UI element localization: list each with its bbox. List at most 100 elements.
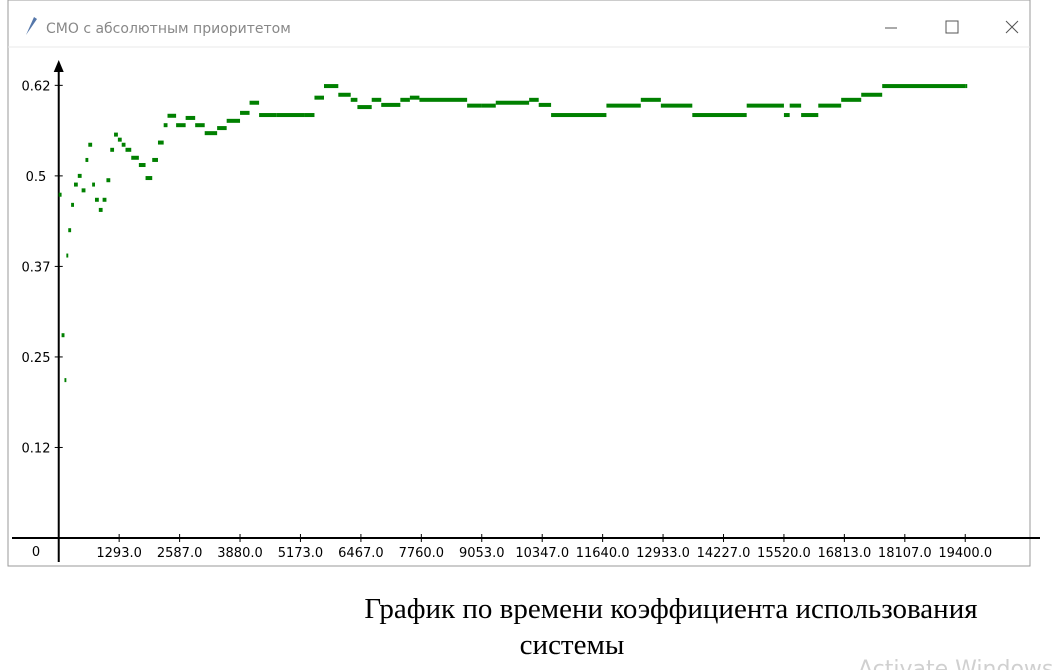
y-axis-arrow [53,60,64,72]
data-step [259,113,277,118]
data-step [114,132,118,137]
data-step [157,140,164,145]
data-step [81,188,86,193]
data-step [249,100,260,105]
data-step [304,113,315,118]
x-tick-label: 16813.0 [817,546,871,561]
data-step [117,137,122,142]
data-step [801,113,819,118]
x-tick-label: 6467.0 [338,546,384,561]
plot: 0 0.12 0.25 0.37 0.5 0.62 1293.0 2587.0 3880.0 51… [12,60,1040,562]
x-tick-label: 2587.0 [157,546,203,561]
data-step [88,142,93,147]
data-step [94,197,99,202]
data-step [240,110,250,115]
data-step [110,147,115,152]
y-tick-label: 0.62 [22,79,51,94]
x-tick-label: 3880.0 [217,546,263,561]
data-step [167,113,177,118]
data-step [131,155,139,160]
data-step [495,100,530,105]
window [7,0,1031,567]
data-step [381,102,401,107]
data-step [692,113,747,118]
y-tick-label: 0 [32,545,40,560]
data-step [61,333,65,338]
data-step [74,182,78,187]
x-tick-label: 15520.0 [757,546,811,561]
x-tick-label: 5173.0 [278,546,324,561]
data-step [965,84,968,89]
x-tick-label: 9053.0 [459,546,505,561]
data-step [841,97,862,102]
y-tick-label: 0.12 [22,441,51,456]
data-step [276,113,305,118]
data-step [371,97,382,102]
data-step [538,102,552,107]
data-step [350,97,358,102]
window-title: СМО с абсолютным приоритетом [46,21,291,37]
data-step [185,115,196,120]
data-step [409,95,420,100]
data-step [125,147,132,152]
data-step [98,207,103,212]
x-tick-label: 7760.0 [399,546,445,561]
data-step [163,123,168,128]
y-tick-label: 0.5 [26,170,47,185]
data-step [606,103,641,108]
data-step [789,103,802,108]
data-step [783,113,790,118]
data-step [357,105,372,110]
data-step [481,103,496,108]
data-step [640,97,661,102]
data-step [323,84,339,89]
data-step [176,123,186,128]
y-tick-label: 0.37 [22,260,51,275]
data-step [71,202,75,207]
y-tick-label: 0.25 [22,351,51,366]
maximize-button[interactable] [945,20,959,34]
x-tick-label: 14227.0 [697,546,751,561]
data-step [68,228,72,233]
data-step [152,157,158,162]
data-step [77,173,82,178]
data-step [529,97,539,102]
data-step [102,197,107,202]
data-step [58,192,62,197]
data-step [818,103,842,108]
data-step [660,103,693,108]
caption-line: График по времени коэффициента использов… [364,593,977,625]
data-step [92,182,95,187]
data-step [138,163,146,168]
watermark: Activate Windows [858,657,1053,670]
caption-line: системы [520,629,625,661]
x-tick-label: 10347.0 [515,546,569,561]
data-step [145,176,153,181]
data-step [226,118,241,123]
data-step [419,97,468,102]
data-step [121,142,126,147]
app-icon [26,17,37,35]
data-step [66,253,69,258]
data-step [467,103,482,108]
data-step [314,95,324,100]
data-step [551,113,607,118]
x-tick-label: 1293.0 [96,546,142,561]
data-step [195,123,205,128]
x-tick-label: 18107.0 [878,546,932,561]
data-step [338,92,351,97]
data-step [400,97,410,102]
close-button[interactable] [1005,20,1019,34]
data-step [861,92,883,97]
x-tick-label: 11640.0 [576,546,630,561]
x-tick-label: 12933.0 [636,546,690,561]
data-step [217,126,227,131]
x-tick-label: 19400.0 [938,546,992,561]
data-step [106,178,111,183]
data-step [882,84,966,89]
data-step [85,157,89,162]
data-step [204,131,218,136]
data-step [64,378,67,383]
data-step [746,103,784,108]
